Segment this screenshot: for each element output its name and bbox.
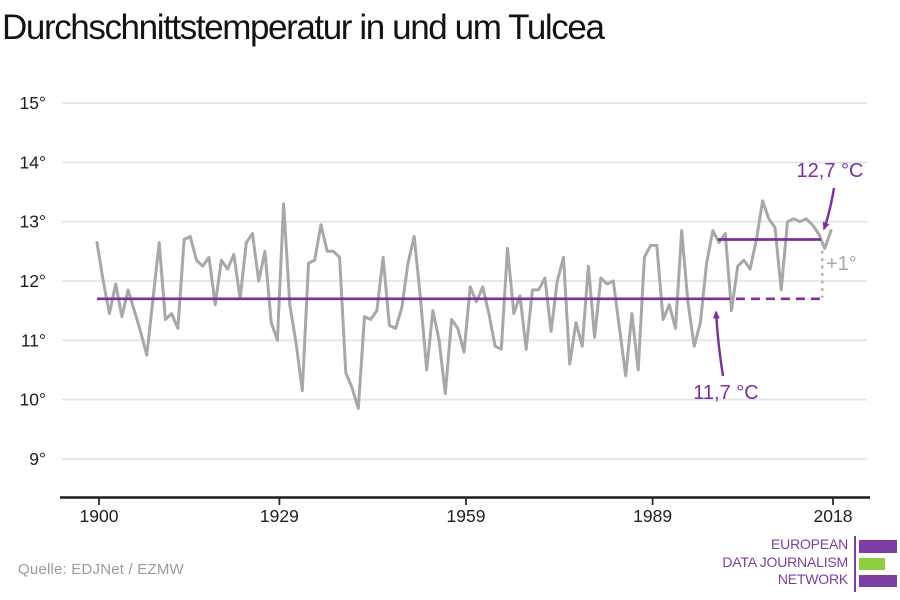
x-tick-label-1959: 1959	[447, 506, 486, 526]
x-tick-label-2018: 2018	[814, 506, 853, 526]
edjnet-logo-text: EUROPEAN DATA JOURNALISM NETWORK	[722, 536, 848, 589]
y-tick-label-10: 10°	[20, 390, 46, 410]
logo-line-network: NETWORK	[777, 571, 848, 587]
logo-divider	[854, 536, 856, 592]
x-tick-label-1989: 1989	[633, 506, 672, 526]
logo-line-data-journalism: DATA JOURNALISM	[722, 553, 848, 570]
edjnet-logo: EUROPEAN DATA JOURNALISM NETWORK	[722, 536, 897, 592]
y-tick-label-9: 9°	[29, 449, 46, 469]
source-credit: Quelle: EDJNet / EZMW	[18, 561, 184, 578]
annotation-plus-1: +1°	[826, 253, 857, 275]
logo-line-european: EUROPEAN	[771, 536, 848, 552]
logo-bar-green	[859, 558, 885, 570]
logo-bar-purple-top	[859, 540, 897, 553]
annotation-12-7: 12,7 °C	[797, 160, 864, 182]
logo-bar-purple-bottom	[859, 575, 897, 587]
y-tick-label-12: 12°	[20, 271, 46, 291]
arrow-to-11-7-line	[712, 310, 725, 377]
arrow-to-12-7-line	[822, 187, 836, 231]
x-tick-label-1929: 1929	[260, 506, 299, 526]
y-tick-label-15: 15°	[20, 93, 46, 113]
y-tick-label-14: 14°	[20, 152, 46, 172]
chart-title: Durchschnittstemperatur in und um Tulcea	[2, 8, 605, 47]
y-tick-label-13: 13°	[20, 212, 46, 232]
x-tick-label-1900: 1900	[80, 506, 119, 526]
temperature-line	[95, 199, 833, 410]
y-tick-label-11: 11°	[21, 330, 46, 350]
logo-bars-icon	[859, 540, 897, 587]
annotation-11-7: 11,7 °C	[693, 382, 758, 404]
